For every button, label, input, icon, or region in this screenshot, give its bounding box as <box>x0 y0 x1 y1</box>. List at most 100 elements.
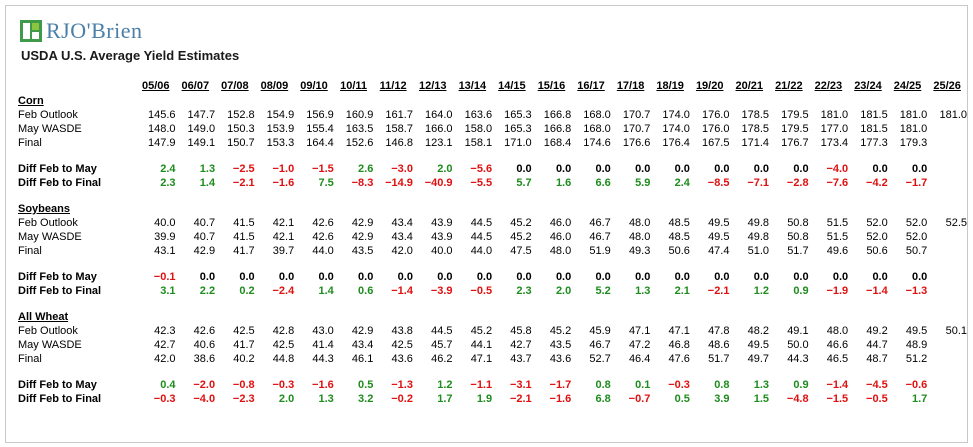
empty-cell <box>729 202 769 216</box>
empty-cell <box>729 310 769 324</box>
diff-cell: 0.0 <box>595 271 611 283</box>
row-label: Final <box>18 245 42 257</box>
value-cell: 43.4 <box>351 339 374 351</box>
value-cell: 46.5 <box>826 353 849 365</box>
empty-cell <box>492 94 532 108</box>
diff-cell: 0.0 <box>555 163 572 175</box>
value-cell: 45.7 <box>431 339 453 351</box>
value-cell: 45.9 <box>589 325 611 337</box>
feb-outlook-row: Feb Outlook 145.6 147.7 152.8 154.9 156.9 160.… <box>18 108 967 122</box>
value-cell: 158.7 <box>385 123 413 135</box>
diff-cell: 0.0 <box>476 271 493 283</box>
diff-cell: 0.8 <box>714 379 730 391</box>
diff-cell: 0.1 <box>635 379 651 391</box>
value-cell: 49.5 <box>747 339 770 351</box>
final-row: Final 42.0 38.6 40.2 44.8 44.3 46.1 43.6 46.2 47.… <box>18 352 967 366</box>
value-cell: 47.1 <box>470 353 493 365</box>
value-cell: 44.8 <box>272 353 295 365</box>
value-cell: 181.5 <box>860 109 888 121</box>
empty-cell <box>650 310 690 324</box>
value-cell: 46.7 <box>589 339 611 351</box>
value-cell: 40.7 <box>193 231 216 243</box>
value-cell: 49.8 <box>747 217 770 229</box>
value-cell: 50.6 <box>668 245 690 257</box>
value-cell: 46.0 <box>549 231 572 243</box>
header-corner <box>18 78 136 94</box>
feb-outlook-row: Feb Outlook 42.3 42.6 42.5 42.8 43.0 42.9 43.8 4… <box>18 324 967 338</box>
year-header: 09/10 <box>300 80 328 92</box>
value-cell: 42.3 <box>154 325 176 337</box>
value-cell: 51.7 <box>787 245 809 257</box>
value-cell: 52.0 <box>866 231 888 243</box>
section-title: All Wheat <box>18 311 69 323</box>
value-cell: 158.1 <box>464 137 493 149</box>
row-label: May WASDE <box>18 231 82 243</box>
value-cell: 177.3 <box>860 137 888 149</box>
spacer-cell <box>18 190 967 202</box>
value-cell: 43.5 <box>549 339 572 351</box>
value-cell: 51.5 <box>826 217 849 229</box>
value-cell: 44.5 <box>470 231 493 243</box>
diff-cell: −0.2 <box>391 393 413 405</box>
value-cell: 47.1 <box>668 325 690 337</box>
diff-cell: −1.0 <box>272 163 295 175</box>
empty-cell <box>769 310 809 324</box>
diff-cell: −1.5 <box>826 393 849 405</box>
diff-cell: 1.3 <box>199 163 216 175</box>
value-cell: 156.9 <box>306 109 334 121</box>
year-header: 12/13 <box>418 80 447 92</box>
diff-cell: 1.4 <box>199 177 216 189</box>
value-cell: 179.3 <box>899 137 928 149</box>
spacer-row <box>18 190 967 202</box>
year-header: 20/21 <box>735 80 764 92</box>
diff-cell: −0.8 <box>232 379 255 391</box>
diff-cell <box>927 176 967 190</box>
value-cell: 43.9 <box>431 231 453 243</box>
diff-cell: 1.3 <box>753 379 770 391</box>
value-cell: 170.7 <box>622 109 651 121</box>
diff-cell: 0.0 <box>674 271 690 283</box>
diff-cell: 0.0 <box>516 271 532 283</box>
brand-logo: RJO'Brien <box>20 16 142 46</box>
value-cell: 52.0 <box>905 231 928 243</box>
diff-cell: −14.9 <box>385 177 413 189</box>
value-cell: 47.4 <box>708 245 730 257</box>
value-cell: 167.5 <box>701 137 730 149</box>
value-cell: 176.0 <box>701 109 730 121</box>
diff-cell: 0.0 <box>555 271 572 283</box>
empty-cell <box>215 310 255 324</box>
empty-cell <box>611 94 651 108</box>
diff-cell: 2.0 <box>437 163 453 175</box>
value-cell: 42.9 <box>351 325 374 337</box>
diff-cell: 0.0 <box>239 271 255 283</box>
value-cell: 148.0 <box>147 123 176 135</box>
value-cell: 47.6 <box>668 353 690 365</box>
diff-cell: 0.9 <box>793 379 809 391</box>
row-label: Diff Feb to May <box>18 379 97 391</box>
spacer-row <box>18 366 967 378</box>
value-cell: 178.5 <box>741 109 770 121</box>
diff-cell: −0.1 <box>153 271 176 283</box>
value-cell: 51.9 <box>589 245 611 257</box>
diff-cell: −1.6 <box>312 379 334 391</box>
diff-feb-to-final-row: Diff Feb to Final 3.1 2.2 0.2 −2.4 1.4 0.6 −1.4… <box>18 284 967 298</box>
diff-cell: −1.4 <box>391 285 413 297</box>
value-cell: 49.1 <box>787 325 809 337</box>
diff-cell: −4.0 <box>193 393 216 405</box>
empty-cell <box>927 202 967 216</box>
diff-cell: 0.0 <box>912 163 928 175</box>
value-cell: 50.8 <box>787 231 809 243</box>
value-cell: 165.3 <box>504 109 532 121</box>
row-label: Diff Feb to May <box>18 271 97 283</box>
empty-cell <box>334 310 374 324</box>
year-header: 10/11 <box>340 80 367 92</box>
diff-cell: −7.6 <box>826 177 849 189</box>
value-cell: 49.2 <box>866 325 888 337</box>
value-cell: 181.0 <box>899 123 928 135</box>
empty-cell <box>373 94 413 108</box>
value-cell: 43.8 <box>391 325 413 337</box>
value-cell: 145.6 <box>147 109 176 121</box>
diff-cell: −4.2 <box>866 177 888 189</box>
spacer-cell <box>18 150 967 162</box>
diff-cell: −4.8 <box>786 393 809 405</box>
